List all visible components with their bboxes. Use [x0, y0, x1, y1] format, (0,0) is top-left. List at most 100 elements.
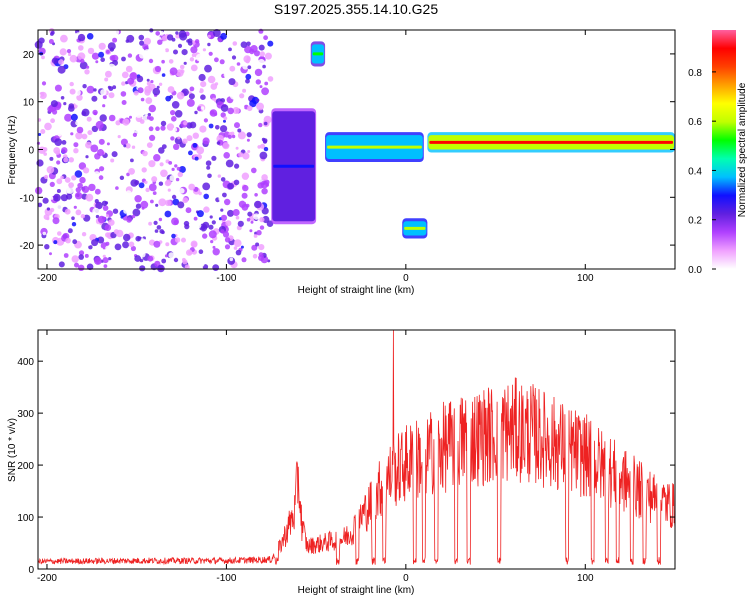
spectrogram-blob [220, 112, 226, 118]
spectrogram-blob [77, 33, 86, 42]
spectrogram-blob [120, 91, 127, 97]
spectrogram-band-core [312, 52, 324, 56]
spectrogram-blob [95, 120, 104, 129]
spectrogram-blob [78, 264, 85, 271]
spectrogram-blob [42, 231, 47, 236]
spectrogram-blob [107, 85, 111, 89]
spectrogram-blob [207, 75, 216, 84]
spectrogram-blob [98, 175, 104, 180]
spectrogram-blob [208, 51, 213, 56]
spectrogram-blob [193, 216, 198, 221]
spectrogram-blob [126, 34, 135, 43]
spectrogram-blob [153, 220, 158, 225]
spectrogram-blob [155, 126, 160, 131]
spectrogram-blob [121, 71, 129, 79]
spectrogram-blob [232, 107, 240, 114]
spectrogram-blob [241, 105, 245, 109]
spectrogram-blob [35, 186, 43, 195]
spectrogram-blob [167, 86, 175, 93]
spectrogram-blob [180, 69, 185, 74]
spectrogram-blob [86, 85, 95, 94]
spectrogram-blob [95, 60, 99, 64]
spectrogram-blob [77, 182, 83, 189]
spectrogram-blob [255, 242, 260, 247]
spectrogram-blob [236, 62, 241, 66]
spectrogram-blob [257, 145, 262, 149]
snr-ytick-label: 400 [17, 357, 34, 368]
colorbar-tick-label: 0.0 [688, 265, 702, 276]
spectrogram-blob [246, 132, 252, 138]
spectrogram-blob [99, 114, 107, 122]
spectrogram-blob [90, 144, 99, 153]
spectrogram-blob [46, 207, 51, 211]
spectrogram-blob [123, 208, 129, 214]
spectrogram-blob [174, 110, 183, 118]
spectrogram-blob [195, 53, 204, 62]
spectrogram-blob [246, 138, 250, 142]
spectrogram-blob [151, 176, 158, 183]
spectrogram-blob [240, 41, 248, 48]
spectrogram-blob [74, 192, 83, 200]
spectrogram-blob [63, 157, 69, 163]
spectrogram-blob [208, 230, 217, 239]
spectrogram-blob [140, 200, 149, 209]
spectrogram-blob [130, 245, 136, 252]
spectrogram-blob [264, 81, 269, 86]
colorbar: 0.0 0.2 0.4 0.6 0.8 Normalized spectral ampl… [688, 30, 748, 276]
spectrogram-blob [267, 40, 274, 47]
spectrogram-blob [210, 83, 218, 90]
spectrogram-blob [44, 174, 49, 180]
spectrogram-blob [91, 239, 99, 247]
spectrogram-blob [165, 199, 172, 207]
spectrogram-blob [80, 214, 86, 219]
spectrogram-blob [223, 73, 228, 78]
spectrogram-blob [146, 81, 151, 86]
spectrogram-blob [250, 220, 254, 224]
spectrogram-blob [56, 189, 61, 193]
spectrogram-blob [246, 105, 253, 112]
spectrogram-blob [227, 182, 235, 190]
spectrogram-blob [168, 59, 174, 64]
spectrogram-blob [111, 151, 118, 158]
spectrogram-blob [105, 214, 110, 218]
spectrogram-blob [250, 180, 258, 188]
spectrogram-blob [147, 245, 155, 253]
spectrogram-blob [234, 163, 240, 169]
spectrogram-blob [200, 94, 206, 100]
spectrogram-blob [182, 197, 189, 204]
spectrogram-blob [56, 160, 61, 165]
spectrogram-blob [229, 65, 236, 72]
spectrogram-blob [125, 143, 131, 149]
spectrogram-blob [160, 169, 168, 178]
snr-xtick-label: -200 [37, 573, 57, 584]
spectrogram-blob [71, 255, 79, 263]
spectrogram-blob [103, 264, 108, 268]
colorbar-tick-label: 0.4 [688, 166, 702, 177]
spectrogram-blob [167, 188, 171, 192]
spectrogram-ytick-label: -20 [20, 241, 35, 252]
spectrogram-blob [60, 34, 68, 43]
spectrogram-blob [78, 162, 87, 170]
spectrogram-blob [74, 89, 81, 96]
spectrogram-blob [147, 113, 151, 117]
spectrogram-blob [119, 175, 125, 180]
spectrogram-blob [60, 96, 65, 100]
spectrogram-blob [94, 188, 101, 195]
spectrogram-blob [61, 147, 68, 154]
spectrogram-blob [177, 136, 181, 140]
spectrogram-blob [123, 144, 127, 148]
spectrogram-blob [44, 122, 52, 131]
spectrogram-blob [222, 142, 230, 150]
spectrogram-blob [220, 249, 228, 257]
spectrogram-blob [171, 233, 176, 239]
spectrogram-blob [174, 164, 178, 168]
spectrogram-blob [242, 63, 249, 70]
spectrogram-blob [251, 96, 259, 104]
spectrogram-blob [42, 197, 49, 204]
spectrogram-blob [60, 175, 64, 180]
spectrogram-blob [92, 207, 100, 215]
spectrogram-blob [209, 215, 213, 219]
spectrogram-blob [158, 82, 163, 87]
spectrogram-ytick-label: -10 [20, 193, 35, 204]
